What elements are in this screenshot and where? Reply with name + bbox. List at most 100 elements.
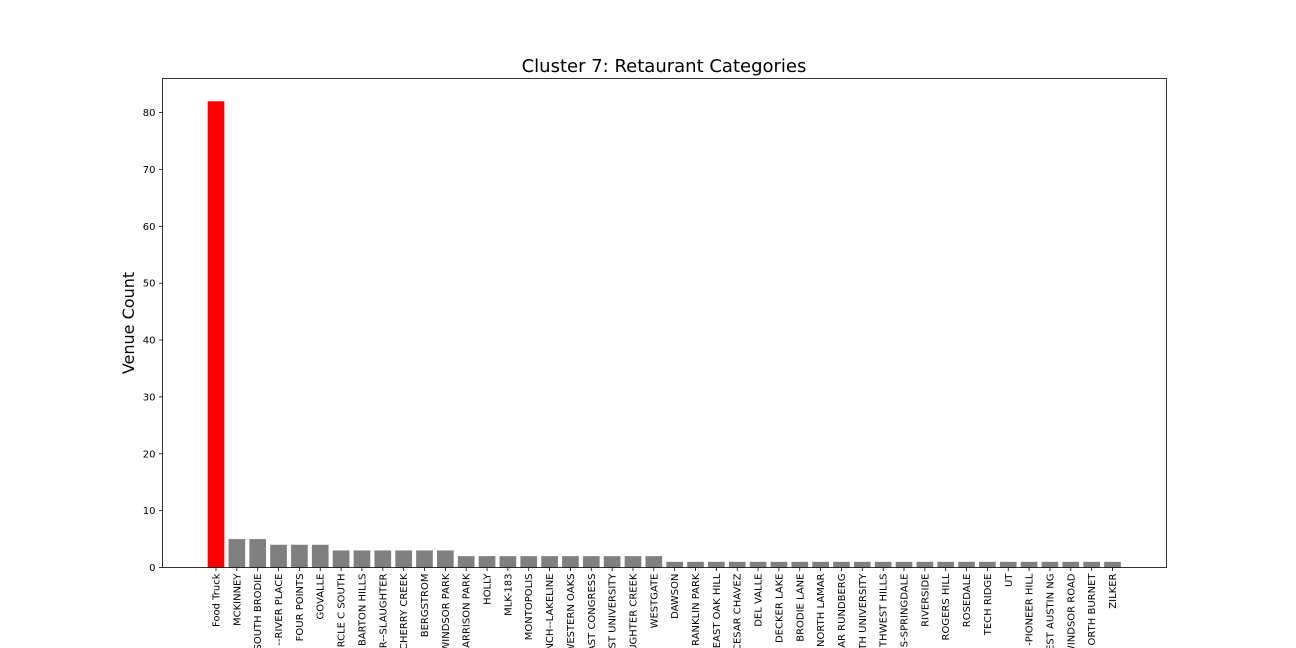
- bar-42: [1083, 561, 1100, 568]
- x-tick-label-28: BRODIE LANE: [795, 574, 806, 642]
- plot-area: 0 10 20 30 40 50 60 70 80 Food Truck MCKINNEY SOUTH…: [143, 78, 1167, 648]
- x-tick-label-10: BERGSTROM: [420, 574, 431, 638]
- x-tick-label-36: ROSEDALE: [962, 574, 973, 628]
- bar-27: [770, 561, 788, 568]
- bar-7: [353, 550, 371, 568]
- x-tick-label-4: FOUR POINTS: [295, 574, 306, 642]
- bar-18: [582, 556, 600, 568]
- bar-26: [749, 561, 767, 568]
- x-tick-label-18: AST CONGRESS: [587, 574, 598, 648]
- bar-8: [374, 550, 392, 568]
- x-tick-label-40: EST AUSTIN NG: [1045, 574, 1056, 648]
- bar-16: [541, 556, 558, 568]
- bar-35: [937, 561, 955, 568]
- x-tick-label-9: CHERRY CREEK: [399, 573, 410, 648]
- x-tick-label-12: ARRISON PARK: [462, 573, 473, 648]
- x-tick-label-42: ORTH BURNET: [1087, 573, 1098, 646]
- bar-19: [603, 556, 621, 568]
- x-tick-label-19: ST UNIVERSITY: [608, 573, 619, 648]
- x-tick-label-21: WESTGATE: [649, 574, 660, 629]
- bar-1: [228, 539, 246, 568]
- x-tick-label-41: WINDSOR ROAD: [1066, 573, 1077, 648]
- bar-12: [457, 556, 475, 568]
- bar-22: [666, 561, 684, 568]
- y-tick-label-70: 70: [143, 165, 156, 176]
- bar-41: [1062, 561, 1080, 568]
- bar-20: [624, 556, 642, 568]
- bar-32: [874, 561, 892, 568]
- bar-25: [728, 561, 746, 568]
- x-tick-label-20: UGHTER CREEK: [628, 573, 639, 648]
- bar-13: [478, 556, 496, 568]
- bar-30: [833, 561, 850, 568]
- x-tick-label-38: UT: [1004, 573, 1015, 587]
- x-tick-label-17: WESTERN OAKS: [566, 574, 577, 648]
- bar-38: [999, 561, 1017, 568]
- y-tick-label-30: 30: [143, 392, 156, 403]
- x-tick-label-16: NCH--LAKELINE: [545, 574, 556, 648]
- x-tick-label-23: RANKLIN PARK: [691, 573, 702, 646]
- y-tick-label-80: 80: [143, 108, 156, 119]
- bar-11: [437, 550, 454, 568]
- bar-37: [979, 561, 996, 568]
- bar-39: [1020, 561, 1038, 568]
- bar-23: [687, 561, 704, 568]
- x-tick-label-33: S-SPRINGDALE: [900, 574, 911, 648]
- bar-4: [291, 544, 308, 568]
- y-tick-label-40: 40: [143, 336, 156, 347]
- x-tick-label-32: THWEST HILLS: [879, 574, 890, 648]
- x-tick-label-30: AR RUNDBERG: [837, 574, 848, 648]
- x-tick-label-7: BARTON HILLS: [357, 574, 368, 647]
- bar-31: [853, 561, 871, 568]
- bar-5: [311, 544, 329, 568]
- y-axis-label: Venue Count: [119, 272, 138, 374]
- x-tick-label-24: EAST OAK HILL: [712, 573, 723, 648]
- x-tick-label-39: -PIONEER HILL: [1025, 573, 1036, 646]
- bar-33: [895, 561, 913, 568]
- x-tick-label-14: MLK-183: [503, 574, 514, 616]
- y-tick-label-50: 50: [143, 279, 156, 290]
- bar-43: [1104, 561, 1121, 568]
- y-tick-label-60: 60: [143, 222, 156, 233]
- x-tick-label-31: TH UNIVERSITY: [858, 573, 869, 648]
- bar-36: [958, 561, 975, 568]
- x-tick-label-0: Food Truck: [212, 573, 223, 627]
- x-tick-label-26: DEL VALLE: [754, 574, 765, 627]
- bar-10: [416, 550, 433, 568]
- x-tick-label-6: RCLE C SOUTH: [337, 574, 348, 648]
- x-tick-label-15: MONTOPOLIS: [524, 574, 535, 641]
- x-tick-label-29: NORTH LAMAR: [816, 573, 827, 646]
- x-tick-label-1: MCKINNEY: [232, 573, 243, 626]
- chart-title: Cluster 7: Retaurant Categories: [522, 56, 807, 77]
- bar-6: [332, 550, 350, 568]
- bar-2: [249, 539, 267, 568]
- x-tick-label-25: CESAR CHAVEZ: [733, 573, 744, 648]
- x-tick-label-22: DAWSON: [670, 574, 681, 619]
- x-tick-label-35: ROGERS HILL: [941, 573, 952, 640]
- bar-40: [1041, 561, 1059, 568]
- bar-3: [270, 544, 287, 568]
- x-tick-label-8: R--SLAUGHTER: [378, 573, 389, 648]
- x-tick-label-34: RIVERSIDE: [920, 574, 931, 627]
- bar-14: [499, 556, 517, 568]
- x-tick-label-11: WINDSOR PARK: [441, 573, 452, 648]
- bar-34: [916, 561, 934, 568]
- bar-0: [207, 101, 225, 568]
- x-tick-label-3: --RIVER PLACE: [274, 574, 285, 646]
- x-tick-label-43: ZILKER: [1108, 573, 1119, 608]
- y-tick-label-10: 10: [143, 506, 156, 517]
- x-tick-label-37: TECH RIDGE: [983, 574, 994, 637]
- bar-21: [645, 556, 663, 568]
- y-tick-label-20: 20: [143, 449, 156, 460]
- bar-15: [520, 556, 538, 568]
- x-tick-label-5: GOVALLE: [316, 574, 327, 620]
- x-tick-label-13: HOLLY: [483, 573, 494, 605]
- axes-frame: [162, 78, 1167, 568]
- bar-29: [812, 561, 829, 568]
- bar-24: [708, 561, 725, 568]
- bar-9: [395, 550, 412, 568]
- bar-28: [791, 561, 809, 568]
- x-tick-label-2: SOUTH BRODIE: [253, 574, 264, 648]
- bar-17: [562, 556, 579, 568]
